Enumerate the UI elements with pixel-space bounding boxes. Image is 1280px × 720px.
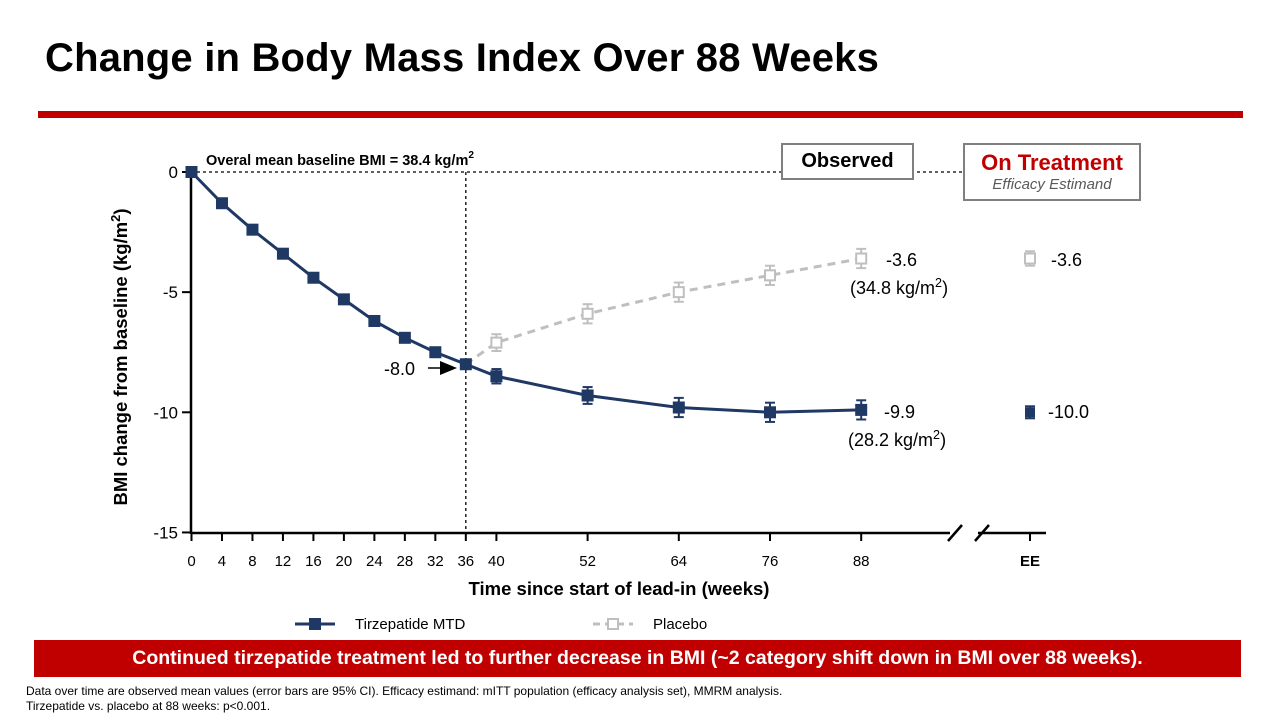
legend-placebo-label: Placebo <box>653 615 708 633</box>
tirzepatide-point <box>368 314 381 327</box>
tirzepatide-point <box>215 197 228 210</box>
tirzepatide-series-line <box>190 170 862 414</box>
x-tick-label: 0 <box>187 553 195 570</box>
y-tick-label: -10 <box>153 403 178 422</box>
x-tick-label: 36 <box>457 553 474 570</box>
x-tick-label: 40 <box>488 553 505 570</box>
tirzepatide-point <box>581 389 594 402</box>
axis-break-mark <box>974 524 990 542</box>
x-tick-label-ee: EE <box>1020 553 1040 570</box>
efficacy-estimand-label: Efficacy Estimand <box>992 176 1112 193</box>
y-tick-label: 0 <box>169 163 178 182</box>
annotation-week36-value: -8.0 <box>384 359 415 379</box>
annotation-tirzepatide-88-bmi: (28.2 kg/m2) <box>848 428 946 450</box>
tirzepatide-point <box>276 247 289 260</box>
tirzepatide-point <box>337 293 350 306</box>
tirzepatide-point <box>672 401 685 414</box>
on-treatment-label: On Treatment <box>981 150 1123 175</box>
legend-item-tirzepatide: Tirzepatide MTD <box>295 612 465 636</box>
tirzepatide-ee-point <box>1025 407 1035 418</box>
tirzepatide-point <box>398 331 411 344</box>
title-rule <box>38 111 1243 118</box>
legend-item-placebo: Placebo <box>593 612 707 636</box>
tirzepatide-point <box>429 346 442 359</box>
placebo-point <box>672 286 685 299</box>
tirzepatide-point <box>459 358 472 371</box>
y-tick-label: -15 <box>153 523 178 542</box>
annotation-tirzepatide-88: -9.9 <box>884 402 915 422</box>
x-tick-label: 8 <box>248 553 256 570</box>
x-tick-label: 20 <box>336 553 353 570</box>
annotation-tirzepatide-ee: -10.0 <box>1048 402 1089 422</box>
annotation-arrow-head <box>440 361 457 375</box>
tirzepatide-point <box>855 403 868 416</box>
annotation-placebo-88-bmi: (34.8 kg/m2) <box>850 276 948 298</box>
footnote-2: Tirzepatide vs. placebo at 88 weeks: p<0… <box>26 699 271 713</box>
x-tick-label: 12 <box>275 553 292 570</box>
x-tick-label: 76 <box>762 553 779 570</box>
annotation-placebo-ee: -3.6 <box>1051 250 1082 270</box>
tirzepatide-point <box>764 406 776 419</box>
x-tick-label: 16 <box>305 553 322 570</box>
x-tick-label: 28 <box>397 553 414 570</box>
x-tick-label: 88 <box>853 553 870 570</box>
tirzepatide-point <box>307 271 320 284</box>
placebo-series-line <box>464 257 862 366</box>
placebo-point <box>581 307 594 320</box>
observed-box: Observed <box>781 143 914 180</box>
x-tick-label: 64 <box>670 553 687 570</box>
y-tick-label: -5 <box>163 283 178 302</box>
placebo-point <box>490 336 503 349</box>
x-axis-title: Time since start of lead-in (weeks) <box>469 578 770 599</box>
legend-tirzepatide-swatch <box>295 618 335 630</box>
legend-tirzepatide-label: Tirzepatide MTD <box>355 615 466 633</box>
legend-placebo-swatch <box>593 618 633 630</box>
baseline-note: Overal mean baseline BMI = 38.4 kg/m2 <box>206 150 474 169</box>
x-tick-label: 4 <box>218 553 226 570</box>
tirzepatide-point <box>185 166 198 178</box>
x-tick-label: 32 <box>427 553 444 570</box>
tirzepatide-point <box>246 223 259 236</box>
on-treatment-box: On Treatment Efficacy Estimand <box>963 143 1141 201</box>
page-title: Change in Body Mass Index Over 88 Weeks <box>45 36 880 80</box>
axis-break-mark <box>947 524 963 542</box>
x-tick-label: 52 <box>579 553 596 570</box>
bmi-chart: 0 -5 -10 -15 0 4 8 12 16 20 24 28 32 36 40 52 64 76 88 EE Ti… <box>108 150 1140 599</box>
placebo-point <box>764 269 776 282</box>
key-message-banner: Continued tirzepatide treatment led to f… <box>34 640 1241 677</box>
legend: Tirzepatide MTD Placebo <box>0 612 1280 636</box>
tirzepatide-point <box>490 370 503 383</box>
footnote-1: Data over time are observed mean values … <box>26 684 783 698</box>
annotation-placebo-88: -3.6 <box>886 250 917 270</box>
placebo-point <box>855 252 868 265</box>
x-tick-label: 24 <box>366 553 383 570</box>
placebo-ee-point <box>1024 252 1036 265</box>
y-axis-title: BMI change from baseline (kg/m2) <box>108 208 131 505</box>
